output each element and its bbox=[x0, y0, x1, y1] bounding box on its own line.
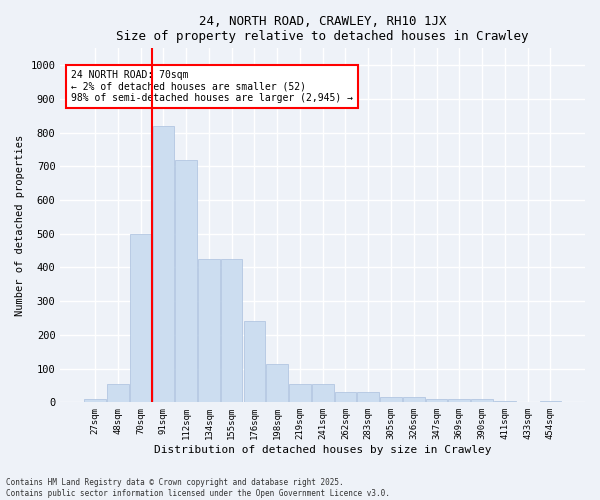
Text: Contains HM Land Registry data © Crown copyright and database right 2025.
Contai: Contains HM Land Registry data © Crown c… bbox=[6, 478, 390, 498]
Bar bbox=[380, 398, 402, 402]
Bar bbox=[358, 392, 379, 402]
Bar bbox=[448, 399, 470, 402]
Bar bbox=[175, 160, 197, 402]
Bar bbox=[266, 364, 288, 403]
Bar bbox=[289, 384, 311, 402]
Bar bbox=[539, 400, 561, 402]
Text: 24 NORTH ROAD: 70sqm
← 2% of detached houses are smaller (52)
98% of semi-detach: 24 NORTH ROAD: 70sqm ← 2% of detached ho… bbox=[71, 70, 353, 103]
Bar bbox=[107, 384, 128, 402]
Bar bbox=[198, 259, 220, 402]
Bar bbox=[152, 126, 174, 402]
Bar bbox=[221, 259, 242, 402]
Bar bbox=[403, 398, 425, 402]
Bar bbox=[244, 322, 265, 402]
Bar bbox=[494, 400, 515, 402]
Bar bbox=[312, 384, 334, 402]
Bar bbox=[471, 399, 493, 402]
Bar bbox=[84, 399, 106, 402]
Bar bbox=[130, 234, 151, 402]
Bar bbox=[335, 392, 356, 402]
Title: 24, NORTH ROAD, CRAWLEY, RH10 1JX
Size of property relative to detached houses i: 24, NORTH ROAD, CRAWLEY, RH10 1JX Size o… bbox=[116, 15, 529, 43]
Y-axis label: Number of detached properties: Number of detached properties bbox=[15, 134, 25, 316]
Bar bbox=[426, 399, 448, 402]
X-axis label: Distribution of detached houses by size in Crawley: Distribution of detached houses by size … bbox=[154, 445, 491, 455]
